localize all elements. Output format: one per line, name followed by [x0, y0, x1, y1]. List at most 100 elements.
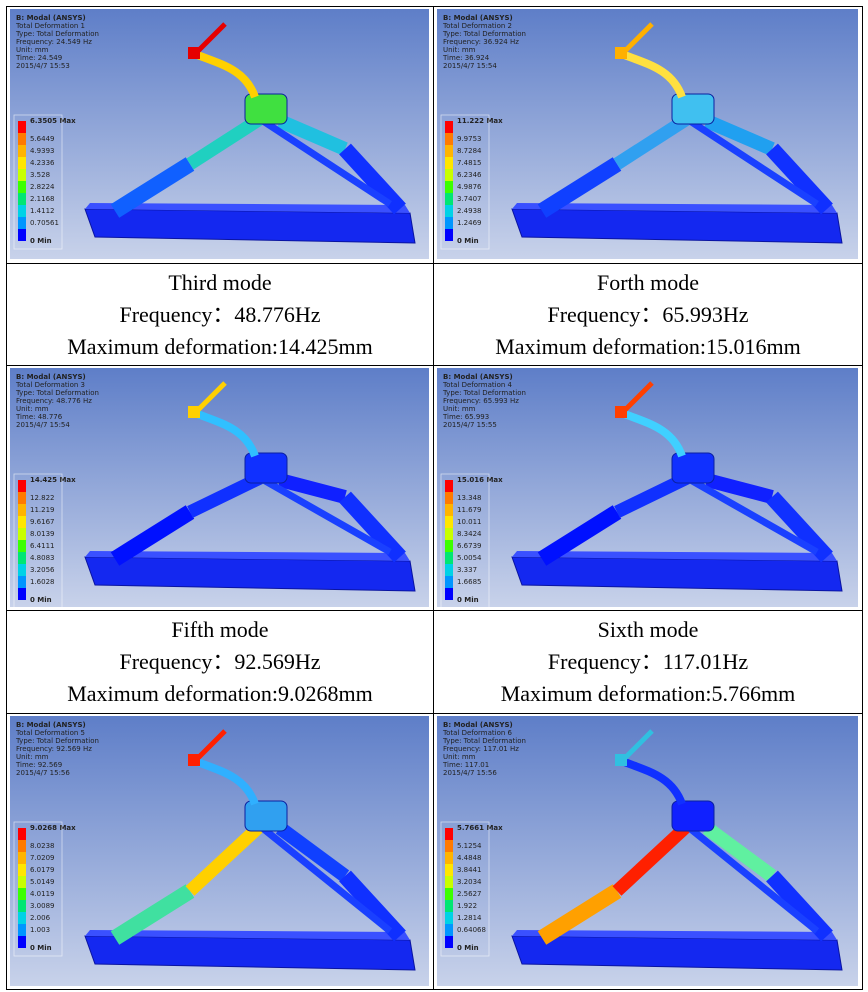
- left-leg: [110, 884, 195, 945]
- header-line: B: Modal (ANSYS): [443, 373, 513, 381]
- caption-cell: Fifth mode Frequency：92.569Hz Maximum defo…: [6, 610, 434, 714]
- brace: [258, 116, 392, 207]
- legend-swatch: [445, 217, 453, 229]
- legend-swatch: [445, 876, 453, 888]
- arm: [193, 757, 259, 806]
- legend-swatch: [18, 552, 26, 564]
- legend-label: 0 Min: [457, 596, 479, 604]
- legend-label: 4.9876: [457, 183, 482, 191]
- legend-label: 3.2056: [30, 566, 55, 574]
- legend-swatch: [445, 900, 453, 912]
- legend-swatch: [18, 516, 26, 528]
- legend-swatch: [445, 552, 453, 564]
- fea-image: B: Modal (ANSYS)Total Deformation 1Type:…: [10, 9, 429, 259]
- right-leg: [277, 114, 348, 156]
- legend-label: 3.8441: [457, 866, 482, 874]
- right-leg: [766, 491, 833, 563]
- header-line: 2015/4/7 15:54: [16, 421, 70, 429]
- frequency: Frequency：65.993Hz: [547, 301, 749, 327]
- fea-image: B: Modal (ANSYS)Total Deformation 4Type:…: [437, 368, 858, 607]
- header-line: Time: 65.993: [442, 413, 489, 421]
- legend-swatch: [445, 121, 453, 133]
- legend-label: 2.8224: [30, 183, 55, 191]
- legend-label: 9.0268 Max: [30, 824, 76, 832]
- legend-label: 5.1254: [457, 842, 482, 850]
- legend-swatch: [18, 888, 26, 900]
- legend-swatch: [18, 564, 26, 576]
- legend-swatch: [18, 924, 26, 936]
- arm: [193, 409, 259, 458]
- legend-frame: [13, 114, 63, 250]
- header-line: Unit: mm: [443, 753, 476, 761]
- legend-swatch: [445, 516, 453, 528]
- legend-label: 4.2336: [30, 159, 55, 167]
- header-line: Unit: mm: [16, 753, 49, 761]
- header-line: Type: Total Deformation: [442, 389, 526, 397]
- legend-label: 8.0238: [30, 842, 55, 850]
- image-cell: B: Modal (ANSYS) Total Deformation 2 Type:…: [433, 6, 863, 264]
- results-table: B: Modal (ANSYS) Total Deformation 1 Type:…: [6, 6, 863, 990]
- legend-label: 1.922: [457, 902, 477, 910]
- legend-label: 1.6685: [457, 578, 482, 586]
- legend-label: 0.70561: [30, 219, 59, 227]
- header-line: 2015/4/7 15:55: [443, 421, 497, 429]
- fea-image: B: Modal (ANSYS)Total Deformation 2Type:…: [437, 9, 858, 259]
- base-beam: [511, 556, 843, 592]
- legend-label: 6.4111: [30, 542, 55, 550]
- left-leg: [613, 113, 691, 170]
- header-line: Time: 24.549: [15, 54, 62, 62]
- legend-label: 8.3424: [457, 530, 482, 538]
- legend-swatch: [18, 145, 26, 157]
- legend-label: 7.0209: [30, 854, 55, 862]
- left-leg: [185, 821, 265, 896]
- legend-swatch: [18, 588, 26, 600]
- legend-swatch: [445, 888, 453, 900]
- caption-cell: Sixth mode Frequency：117.01Hz Maximum defo…: [433, 610, 863, 714]
- image-cell: B: Modal (ANSYS) Total Deformation 3 Type:…: [6, 365, 434, 611]
- hub: [244, 452, 288, 484]
- header-line: Type: Total Deformation: [15, 30, 99, 38]
- legend-swatch: [445, 588, 453, 600]
- legend-label: 7.4815: [457, 159, 482, 167]
- legend-label: 6.3505 Max: [30, 117, 76, 125]
- left-leg: [612, 821, 692, 896]
- header-line: 2015/4/7 15:56: [443, 769, 497, 777]
- deformation: Maximum deformation:15.016mm: [495, 333, 801, 359]
- header-line: B: Modal (ANSYS): [16, 721, 86, 729]
- base-top: [85, 930, 410, 940]
- base-beam: [511, 935, 843, 971]
- legend-swatch: [445, 912, 453, 924]
- header-line: Type: Total Deformation: [442, 30, 526, 38]
- frequency: Frequency：48.776Hz: [119, 301, 321, 327]
- legend-swatch: [18, 133, 26, 145]
- arm-joint: [615, 754, 627, 766]
- legend-swatch: [445, 576, 453, 588]
- legend-label: 11.679: [457, 506, 482, 514]
- legend-swatch: [18, 217, 26, 229]
- legend-label: 11.219: [30, 506, 55, 514]
- legend-label: 3.337: [457, 566, 477, 574]
- left-leg: [537, 505, 622, 566]
- legend-swatch: [18, 936, 26, 948]
- legend-label: 12.822: [30, 494, 55, 502]
- legend-swatch: [445, 924, 453, 936]
- legend-label: 3.528: [30, 171, 50, 179]
- legend-label: 5.6449: [30, 135, 55, 143]
- brace: [684, 823, 820, 934]
- legend-frame: [13, 821, 63, 957]
- header-line: Time: 117.01: [442, 761, 489, 769]
- legend-swatch: [445, 504, 453, 516]
- legend-label: 0 Min: [457, 944, 479, 952]
- legend-label: 0 Min: [30, 944, 52, 952]
- header-line: Type: Total Deformation: [442, 737, 526, 745]
- legend-swatch: [445, 492, 453, 504]
- legend-swatch: [445, 852, 453, 864]
- legend-swatch: [18, 504, 26, 516]
- legend-swatch: [445, 840, 453, 852]
- legend-swatch: [18, 852, 26, 864]
- right-leg: [339, 491, 406, 563]
- legend-swatch: [18, 169, 26, 181]
- legend-label: 4.0119: [30, 890, 55, 898]
- legend-label: 0.64068: [457, 926, 486, 934]
- legend-label: 6.6739: [457, 542, 482, 550]
